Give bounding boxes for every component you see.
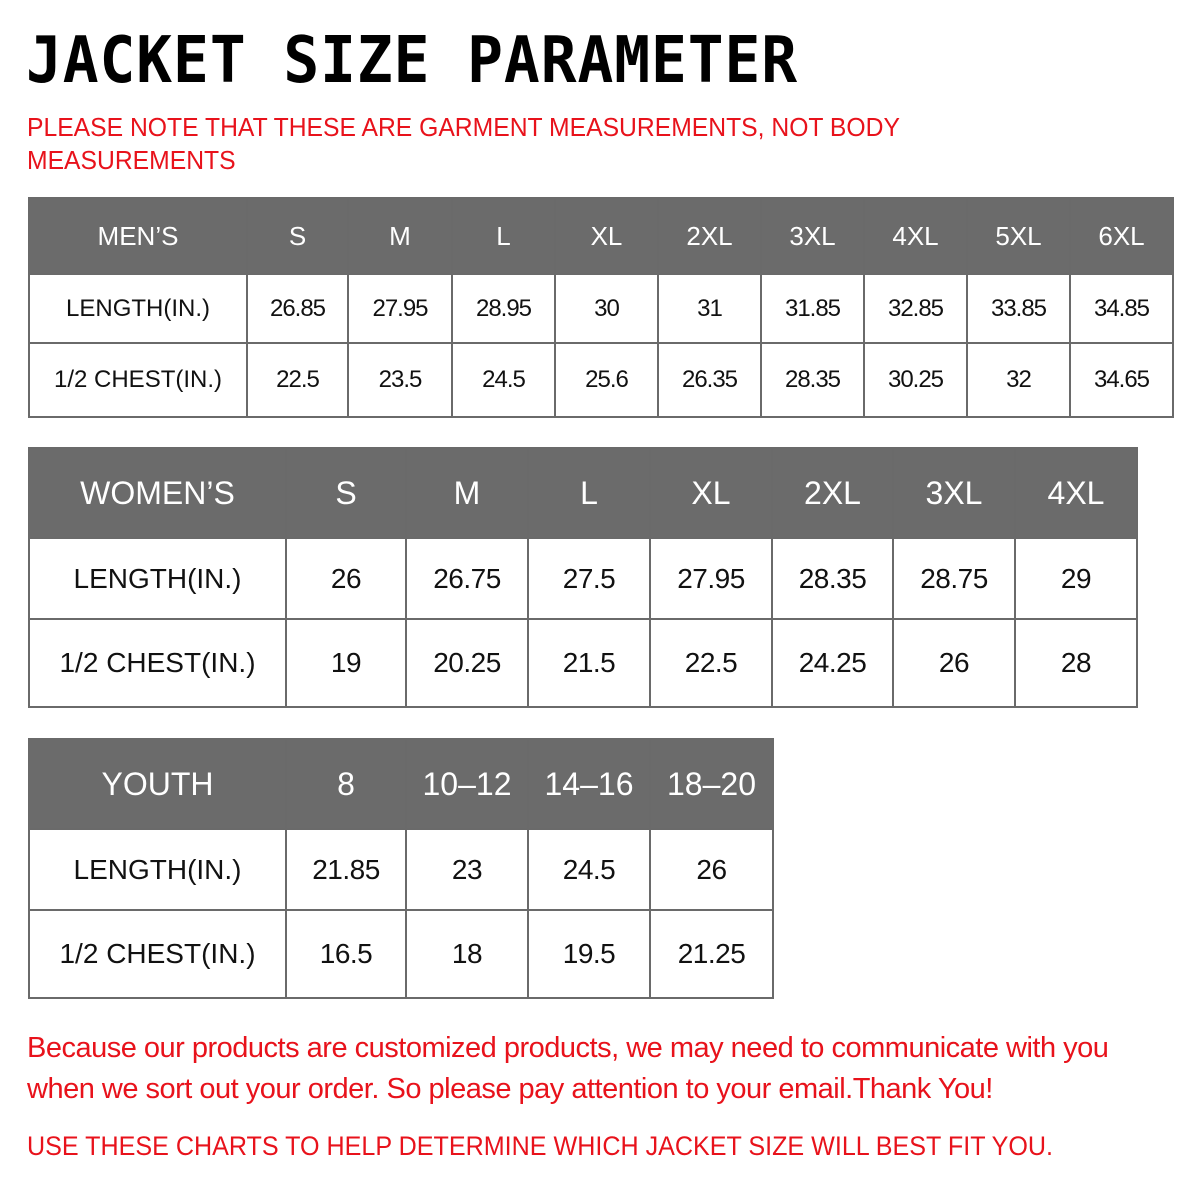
- measurement-cell: 26: [285, 537, 407, 620]
- size-header: XL: [554, 197, 659, 275]
- measurement-cell: 28: [1014, 618, 1138, 708]
- page-title: JACKET SIZE PARAMETER: [26, 24, 799, 98]
- measurement-cell: 31.85: [760, 273, 865, 344]
- measurement-cell: 19: [285, 618, 407, 708]
- size-header: 4XL: [863, 197, 968, 275]
- size-header: 2XL: [771, 447, 894, 539]
- mens-size-table: MEN’S S M L XL 2XL 3XL 4XL 5XL 6XL LENGTH(IN.) 26.8…: [28, 197, 1174, 418]
- row-label: LENGTH(IN.): [28, 828, 287, 911]
- size-header: L: [527, 447, 651, 539]
- chest-row: 1/2 CHEST(IN.) 19 20.25 21.5 22.5 24.25 26 28: [28, 618, 1138, 708]
- size-header: 3XL: [760, 197, 865, 275]
- measurement-cell: 34.85: [1069, 273, 1174, 344]
- size-header: 5XL: [966, 197, 1071, 275]
- measurement-cell: 29: [1014, 537, 1138, 620]
- measurement-cell: 26: [649, 828, 774, 911]
- measurement-cell: 23.5: [347, 342, 453, 418]
- row-label: LENGTH(IN.): [28, 537, 287, 620]
- measurement-cell: 16.5: [285, 909, 407, 999]
- size-header: 10–12: [405, 738, 529, 830]
- measurement-cell: 30: [554, 273, 659, 344]
- row-label: 1/2 CHEST(IN.): [28, 342, 248, 418]
- size-header: 6XL: [1069, 197, 1174, 275]
- fit-instruction: USE THESE CHARTS TO HELP DETERMINE WHICH…: [27, 1131, 1054, 1161]
- size-header: 4XL: [1014, 447, 1138, 539]
- womens-size-table: WOMEN’S S M L XL 2XL 3XL 4XL LENGTH(IN.) 26 26.75 2…: [28, 447, 1138, 708]
- chest-row: 1/2 CHEST(IN.) 22.5 23.5 24.5 25.6 26.35 28.35…: [28, 342, 1174, 418]
- measurement-cell: 30.25: [863, 342, 968, 418]
- measurement-cell: 27.5: [527, 537, 651, 620]
- measurement-cell: 22.5: [246, 342, 349, 418]
- category-header: YOUTH: [28, 738, 287, 830]
- measurement-cell: 26.85: [246, 273, 349, 344]
- customization-message: Because our products are customized prod…: [27, 1032, 1109, 1105]
- measurement-cell: 26.75: [405, 537, 529, 620]
- measurement-cell: 26.35: [657, 342, 762, 418]
- measurement-cell: 28.95: [451, 273, 556, 344]
- size-header: 2XL: [657, 197, 762, 275]
- header-row: YOUTH 8 10–12 14–16 18–20: [28, 738, 774, 830]
- length-row: LENGTH(IN.) 26 26.75 27.5 27.95 28.35 28.75 29: [28, 537, 1138, 620]
- size-header: S: [246, 197, 349, 275]
- measurement-cell: 31: [657, 273, 762, 344]
- measurement-cell: 28.35: [760, 342, 865, 418]
- measurement-cell: 21.5: [527, 618, 651, 708]
- measurement-cell: 28.75: [892, 537, 1016, 620]
- measurement-cell: 18: [405, 909, 529, 999]
- header-row: MEN’S S M L XL 2XL 3XL 4XL 5XL 6XL: [28, 197, 1174, 275]
- measurement-cell: 24.5: [527, 828, 651, 911]
- size-header: 3XL: [892, 447, 1016, 539]
- size-header: 14–16: [527, 738, 651, 830]
- row-label: LENGTH(IN.): [28, 273, 248, 344]
- header-row: WOMEN’S S M L XL 2XL 3XL 4XL: [28, 447, 1138, 539]
- size-header: XL: [649, 447, 773, 539]
- measurement-cell: 32: [966, 342, 1071, 418]
- length-row: LENGTH(IN.) 21.85 23 24.5 26: [28, 828, 774, 911]
- measurement-cell: 34.65: [1069, 342, 1174, 418]
- row-label: 1/2 CHEST(IN.): [28, 909, 287, 999]
- size-header: L: [451, 197, 556, 275]
- measurement-cell: 25.6: [554, 342, 659, 418]
- measurement-cell: 28.35: [771, 537, 894, 620]
- measurement-note: PLEASE NOTE THAT THESE ARE GARMENT MEASU…: [27, 112, 900, 175]
- measurement-cell: 21.25: [649, 909, 774, 999]
- size-header: 8: [285, 738, 407, 830]
- category-header: WOMEN’S: [28, 447, 287, 539]
- measurement-cell: 21.85: [285, 828, 407, 911]
- size-header: 18–20: [649, 738, 774, 830]
- chest-row: 1/2 CHEST(IN.) 16.5 18 19.5 21.25: [28, 909, 774, 999]
- measurement-cell: 20.25: [405, 618, 529, 708]
- measurement-cell: 23: [405, 828, 529, 911]
- measurement-cell: 24.25: [771, 618, 894, 708]
- youth-size-table: YOUTH 8 10–12 14–16 18–20 LENGTH(IN.) 21.85 23 2…: [28, 738, 774, 999]
- length-row: LENGTH(IN.) 26.85 27.95 28.95 30 31 31.85 32.85…: [28, 273, 1174, 344]
- size-header: M: [405, 447, 529, 539]
- size-header: M: [347, 197, 453, 275]
- measurement-cell: 27.95: [347, 273, 453, 344]
- measurement-cell: 27.95: [649, 537, 773, 620]
- size-header: S: [285, 447, 407, 539]
- category-header: MEN’S: [28, 197, 248, 275]
- measurement-cell: 26: [892, 618, 1016, 708]
- measurement-cell: 33.85: [966, 273, 1071, 344]
- measurement-cell: 19.5: [527, 909, 651, 999]
- measurement-cell: 24.5: [451, 342, 556, 418]
- row-label: 1/2 CHEST(IN.): [28, 618, 287, 708]
- measurement-cell: 32.85: [863, 273, 968, 344]
- measurement-cell: 22.5: [649, 618, 773, 708]
